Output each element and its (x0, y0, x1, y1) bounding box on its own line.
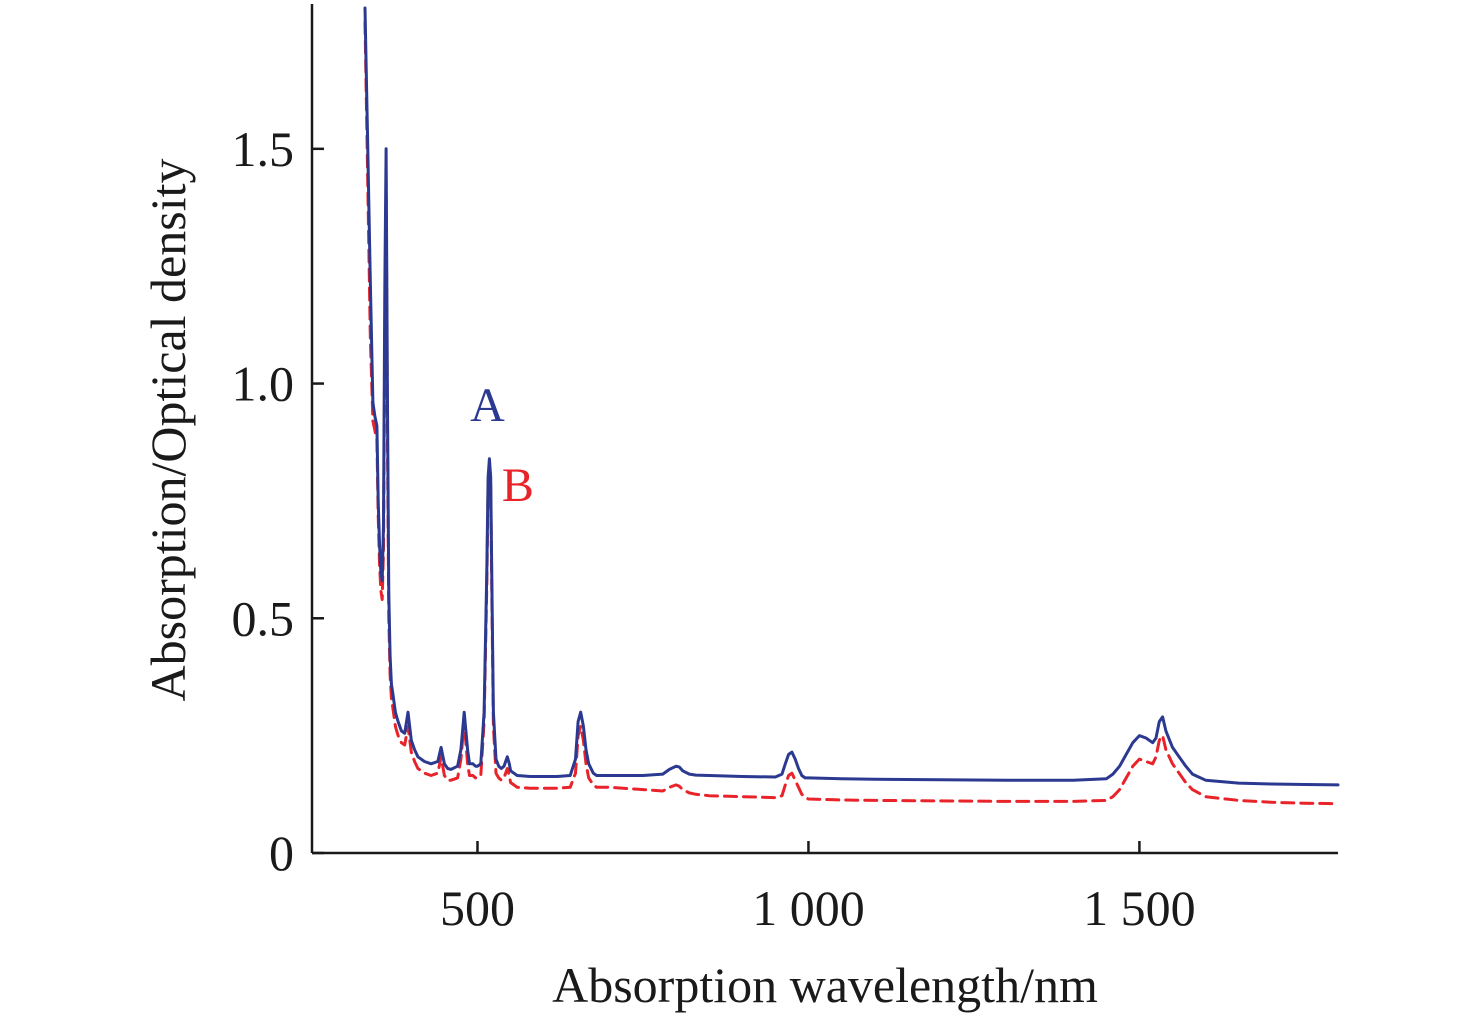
y-tick-label: 1.5 (232, 121, 295, 177)
y-axis-ticks: 0 0.5 1.0 1.5 (232, 121, 324, 881)
series-b-label: B (502, 459, 534, 512)
series-b-line (363, 20, 1340, 806)
x-tick-label: 500 (440, 880, 515, 936)
y-tick-label: 0 (269, 825, 294, 881)
axes (310, 4, 1338, 855)
series-a-label: A (470, 379, 505, 432)
x-tick-label: 1 500 (1083, 880, 1196, 936)
y-tick-label: 0.5 (232, 590, 295, 646)
plot-lines (363, 6, 1340, 806)
y-tick-label: 1.0 (232, 356, 295, 412)
series-a-line (363, 6, 1340, 787)
y-axis-title: Absorption/Optical density (140, 159, 196, 702)
x-axis-title: Absorption wavelength/nm (552, 957, 1098, 1013)
series-labels: AB (470, 379, 534, 512)
x-tick-label: 1 000 (752, 880, 865, 936)
x-axis-ticks: 500 1 000 1 500 (440, 841, 1196, 936)
